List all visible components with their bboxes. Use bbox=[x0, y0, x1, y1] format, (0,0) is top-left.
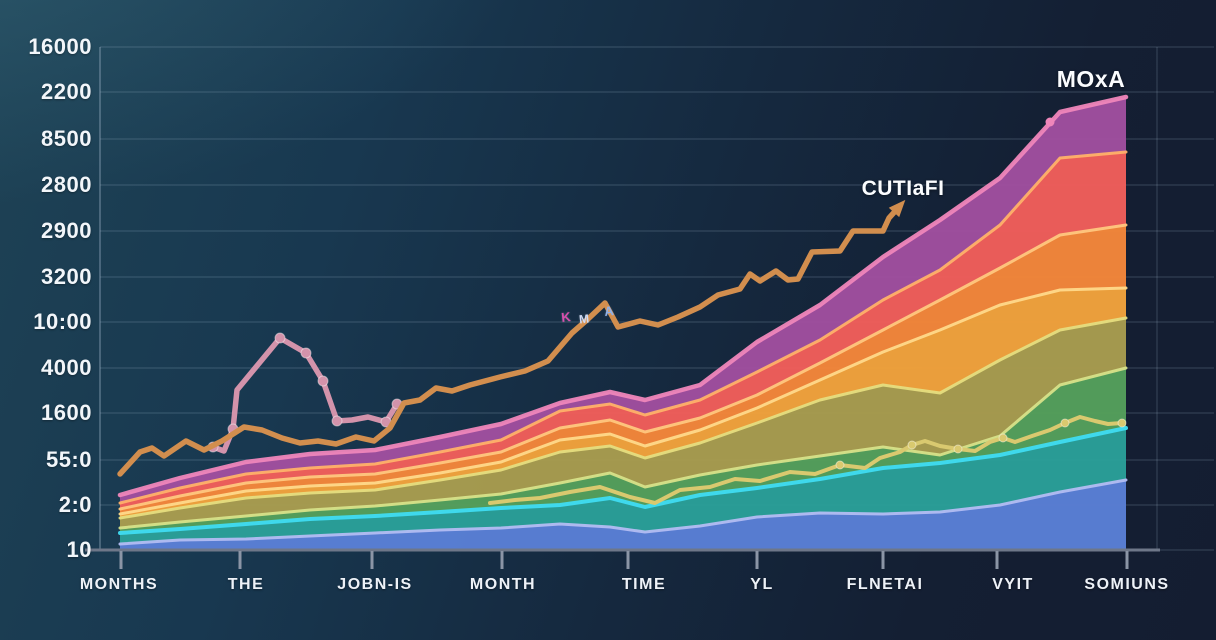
area-band-olive bbox=[120, 318, 1126, 528]
annotation-moxa: MOxA bbox=[1056, 66, 1126, 92]
x-tick-label: TIME bbox=[621, 576, 667, 593]
pink-dot-marker bbox=[1045, 117, 1055, 127]
y-tick-label: 1600 bbox=[41, 400, 92, 425]
pink-peak-line-marker bbox=[317, 375, 329, 387]
y-tick-label: 4000 bbox=[41, 355, 92, 380]
band-top-stroke-teal bbox=[118, 426, 1128, 535]
x-tick-label: MONTH bbox=[469, 576, 537, 593]
glyph-marker: A bbox=[603, 303, 615, 319]
y-tick-label: 2:0 bbox=[58, 492, 92, 517]
band-top-stroke-red bbox=[118, 150, 1128, 505]
x-tick-label: FLNETAI bbox=[846, 576, 924, 593]
pink-peak-line-marker bbox=[300, 347, 312, 359]
orange-trend-line-arrowhead bbox=[888, 199, 906, 218]
glyph-marker: M bbox=[578, 311, 590, 327]
y-tick-label: 16000 bbox=[28, 34, 92, 59]
khaki-line bbox=[488, 415, 1124, 505]
area-band-blue bbox=[120, 480, 1126, 549]
khaki-line-marker bbox=[1117, 418, 1127, 428]
y-tick-label: 10 bbox=[66, 537, 92, 562]
x-tick-label: THE bbox=[227, 576, 265, 593]
area-band-teal bbox=[120, 428, 1126, 544]
band-top-stroke-purple bbox=[117, 94, 1129, 498]
annotation-cutiafi: CUTIaFI bbox=[861, 177, 945, 200]
khaki-line-marker bbox=[953, 444, 963, 454]
x-tick-label: YL bbox=[750, 576, 774, 593]
y-tick-label: 2800 bbox=[41, 172, 92, 197]
x-tick-label: SOMIUNS bbox=[1084, 576, 1170, 593]
x-tick-label: JOBN-IS bbox=[337, 576, 413, 593]
area-band-amber bbox=[120, 288, 1126, 518]
khaki-line-marker bbox=[1060, 418, 1070, 428]
band-top-stroke-olive bbox=[118, 316, 1128, 520]
khaki-line-marker bbox=[998, 433, 1008, 443]
pink-peak-line-marker bbox=[331, 415, 343, 427]
y-tick-label: 8500 bbox=[41, 126, 92, 151]
y-tick-label: 10:00 bbox=[33, 309, 92, 334]
y-tick-label: 3200 bbox=[41, 264, 92, 289]
band-top-stroke-orange bbox=[118, 223, 1128, 511]
band-top-stroke-amber bbox=[118, 286, 1128, 516]
glyph-marker: K bbox=[560, 309, 572, 325]
band-top-stroke-blue bbox=[118, 478, 1128, 546]
orange-trend-line bbox=[117, 205, 901, 477]
x-tick-label: MONTHS bbox=[79, 576, 159, 593]
y-tick-label: 2200 bbox=[41, 79, 92, 104]
khaki-line-marker bbox=[835, 460, 845, 470]
band-top-stroke-green bbox=[118, 366, 1128, 530]
pink-peak-line-marker bbox=[274, 332, 286, 344]
khaki-line-marker bbox=[907, 440, 917, 450]
y-tick-label: 55:0 bbox=[45, 447, 92, 472]
y-tick-label: 2900 bbox=[41, 218, 92, 243]
x-tick-label: VYIT bbox=[992, 576, 1034, 593]
